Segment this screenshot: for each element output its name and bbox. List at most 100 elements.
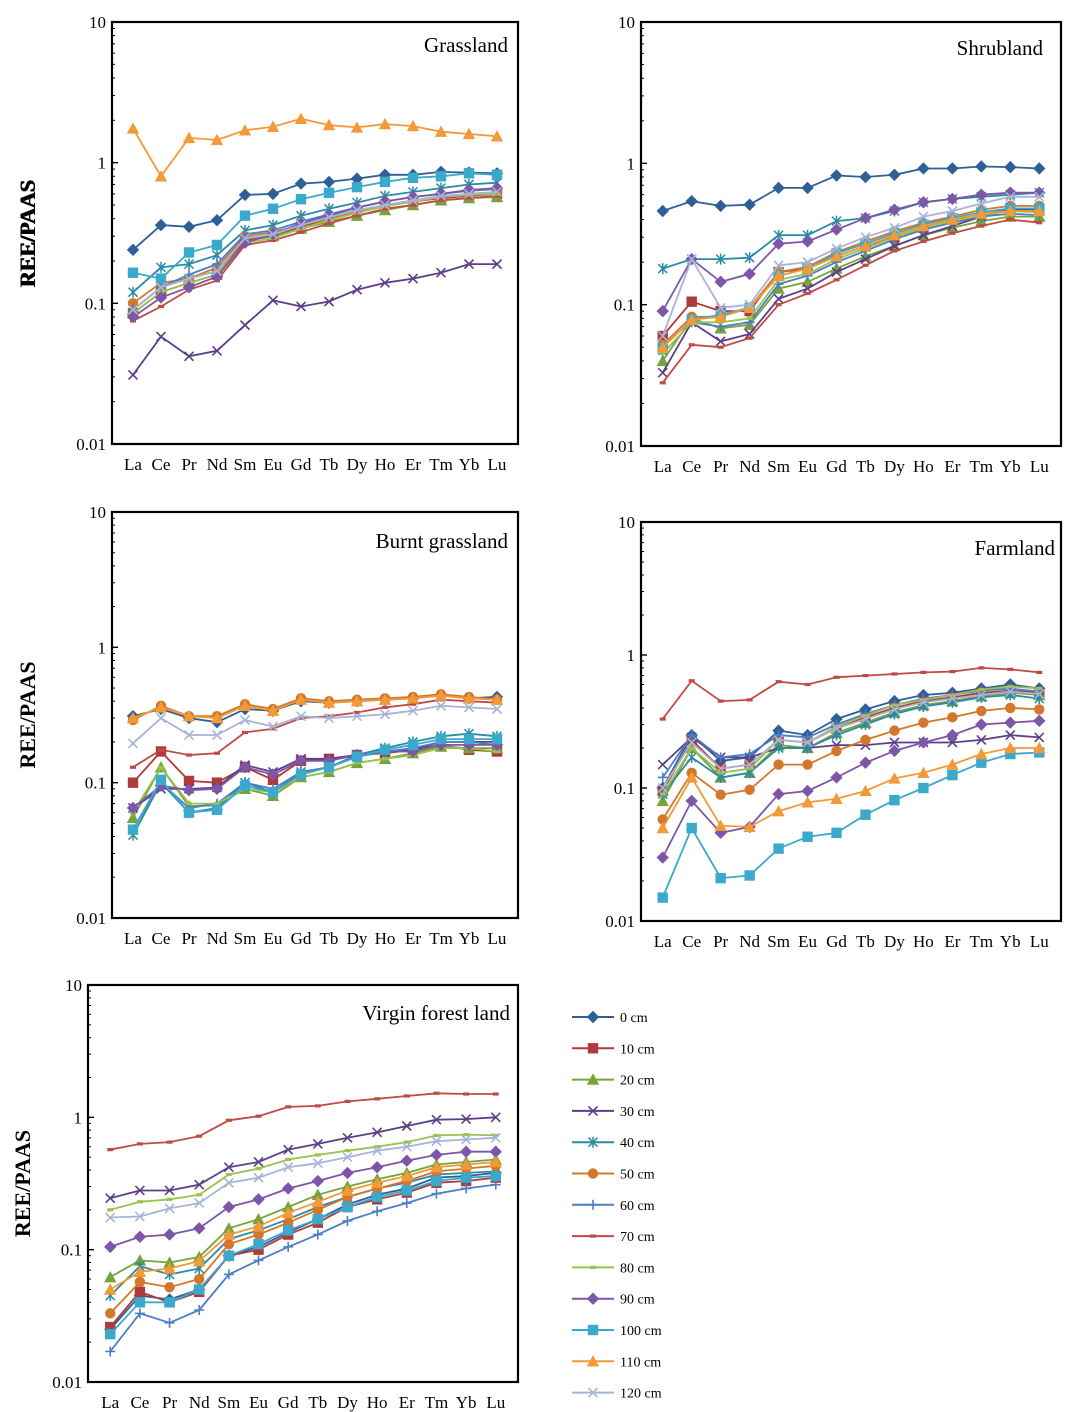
panel-title: Shrubland [957, 36, 1044, 60]
data-point [127, 369, 139, 380]
data-point [490, 130, 504, 142]
data-point [351, 205, 363, 216]
data-point [685, 313, 698, 326]
data-point [801, 796, 814, 808]
series-line [109, 1161, 496, 1291]
data-point [860, 713, 871, 725]
data-point [430, 1160, 443, 1173]
x-tick-label: Nd [189, 1393, 210, 1412]
data-point [888, 772, 901, 784]
data-point [210, 711, 224, 724]
data-point [382, 705, 388, 709]
x-tick-label: La [124, 929, 142, 948]
data-point [342, 1152, 353, 1163]
data-point [889, 222, 900, 233]
data-point [685, 194, 698, 208]
data-point [127, 777, 139, 788]
data-point [126, 243, 140, 257]
data-point [715, 763, 726, 774]
data-point [127, 824, 139, 835]
data-point [862, 714, 869, 718]
data-point [253, 1172, 264, 1183]
data-point [717, 771, 724, 775]
legend-marker [587, 1136, 599, 1148]
data-point [917, 196, 930, 209]
series [127, 259, 503, 380]
data-point [490, 1179, 501, 1190]
x-tick-label: Lu [1030, 932, 1049, 951]
data-point [133, 1230, 147, 1244]
data-point [860, 734, 871, 746]
data-point [773, 260, 784, 271]
data-point [130, 765, 136, 769]
x-tick-label: La [654, 457, 672, 476]
x-tick-label: Pr [181, 929, 196, 948]
data-point [134, 1308, 145, 1319]
x-tick-label: Eu [798, 457, 817, 476]
data-point [126, 122, 140, 134]
y-tick-label: 0.01 [52, 1373, 82, 1392]
x-tick-label: Er [399, 1393, 415, 1412]
data-point [222, 1200, 236, 1214]
data-point [379, 744, 391, 755]
x-tick-label: Lu [1030, 457, 1049, 476]
data-point [379, 709, 391, 720]
data-point [715, 752, 726, 763]
data-point [378, 117, 392, 130]
data-point [401, 1120, 412, 1132]
data-point [154, 218, 168, 232]
panel-title: Burnt grassland [376, 529, 509, 553]
data-point [491, 703, 503, 715]
data-point [225, 1118, 232, 1122]
data-point [312, 1229, 323, 1240]
data-point [212, 259, 222, 270]
data-point [975, 207, 988, 219]
legend-entry: 60 cm [572, 1199, 655, 1214]
data-point [378, 693, 392, 705]
data-point [891, 703, 898, 707]
data-point [270, 727, 276, 731]
x-tick-label: Ho [375, 455, 396, 474]
data-point [888, 229, 901, 241]
data-point [266, 704, 280, 716]
data-point [746, 698, 753, 702]
data-point [802, 759, 813, 770]
data-point [746, 336, 753, 340]
data-point [312, 1158, 323, 1169]
data-point [344, 1149, 351, 1153]
data-point [223, 1269, 234, 1280]
data-point [746, 316, 753, 320]
data-point [239, 715, 251, 726]
data-point [298, 716, 304, 720]
data-point [155, 273, 167, 284]
data-point [372, 1145, 383, 1156]
data-point [133, 1265, 147, 1278]
series [659, 217, 1043, 385]
data-point [463, 1092, 470, 1096]
series [659, 666, 1043, 721]
legend-label: 10 cm [620, 1042, 655, 1057]
data-point [947, 205, 958, 217]
data-point [686, 254, 697, 265]
data-point [134, 1297, 146, 1308]
data-point [462, 127, 476, 140]
data-point [804, 682, 811, 687]
data-point [461, 1134, 472, 1145]
series-line [132, 181, 498, 293]
series-line [132, 195, 498, 322]
y-tick-label: 1 [627, 154, 636, 173]
data-point [127, 286, 139, 298]
data-point [127, 298, 139, 309]
x-tick-label: La [654, 932, 672, 951]
data-point [370, 1160, 384, 1174]
x-tick-label: Yb [459, 455, 480, 474]
data-point [686, 730, 697, 741]
series-line [661, 195, 1040, 337]
legend-entry: 120 cm [572, 1387, 662, 1402]
y-tick-label: 10 [618, 513, 635, 532]
data-point [656, 304, 669, 318]
x-tick-label: Tm [970, 457, 994, 476]
data-point [322, 754, 336, 768]
data-point [466, 196, 472, 200]
data-point [194, 1197, 205, 1209]
